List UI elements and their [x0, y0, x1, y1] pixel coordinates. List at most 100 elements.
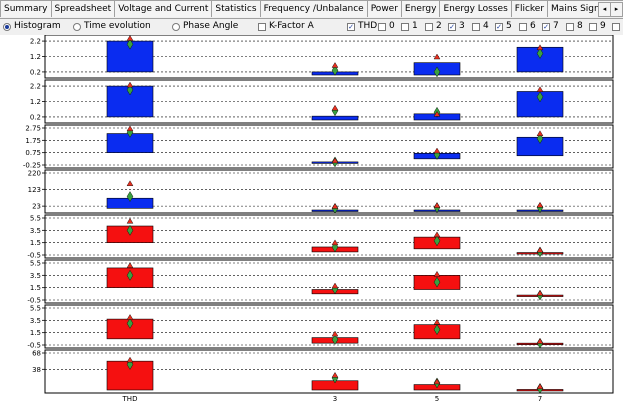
tab-6[interactable]: Energy [400, 0, 441, 17]
checkbox-harmonic-3[interactable]: 2 [425, 20, 442, 33]
mean-marker [126, 191, 134, 202]
max-marker [433, 147, 441, 154]
mean-marker [126, 38, 134, 50]
chart-panel-7: 68 38 [32, 349, 614, 394]
checkbox-harmonic-4[interactable]: ✓ 3 [448, 20, 465, 33]
checkbox-icon[interactable] [612, 22, 620, 31]
max-marker [126, 81, 134, 88]
tab-7[interactable]: Energy Losses [439, 0, 512, 17]
checkbox-label: 5 [506, 21, 512, 31]
y-tick-label: 0.75 [25, 149, 41, 157]
max-marker [331, 104, 339, 111]
checkbox-harmonic-7[interactable]: 6 [519, 20, 536, 33]
histogram-plot-area: 2.2 1.2 0.2 2.2 1.2 0.2 2.75 1.75 0.75 -0.25 220 12… [0, 35, 623, 418]
checkbox-harmonic-6[interactable]: ✓ 5 [495, 20, 512, 33]
mean-marker [331, 334, 339, 345]
chart-panel-1: 2.2 1.2 0.2 [30, 79, 614, 124]
max-marker [126, 217, 134, 224]
max-marker [331, 62, 339, 68]
max-marker [433, 378, 441, 385]
checkbox-harmonic-5[interactable]: 4 [472, 20, 489, 33]
max-marker [126, 125, 134, 132]
checkbox-icon[interactable] [472, 22, 480, 31]
tab-4[interactable]: Frequency /Unbalance [259, 0, 368, 17]
radio-button-icon[interactable] [73, 22, 81, 31]
max-marker [433, 53, 441, 60]
mean-marker [126, 318, 134, 329]
max-marker [126, 262, 134, 268]
radio-button-icon[interactable] [3, 22, 11, 31]
max-marker [433, 319, 441, 325]
mean-marker [433, 66, 441, 78]
checkbox-harmonic-2[interactable]: 1 [401, 20, 418, 33]
y-tick-label: -0.5 [27, 297, 41, 305]
y-tick-label: 1.5 [30, 239, 41, 247]
max-marker [126, 314, 134, 320]
y-tick-label: 3.5 [30, 272, 41, 280]
tab-5[interactable]: Power [366, 0, 402, 17]
y-tick-label: 2.2 [30, 83, 41, 91]
checkbox-icon[interactable] [425, 22, 433, 31]
tab-3[interactable]: Statistics [211, 0, 261, 17]
y-tick-label: 2.75 [25, 125, 41, 133]
y-tick-label: -0.5 [27, 252, 41, 260]
max-marker [433, 231, 441, 238]
mean-marker [126, 84, 134, 96]
max-marker [536, 290, 544, 296]
radio-label: Phase Angle [183, 21, 239, 31]
checkbox-icon[interactable]: ✓ [542, 22, 550, 31]
checkbox-icon[interactable] [589, 22, 597, 31]
checkbox-harmonic-8[interactable]: ✓ 7 [542, 20, 559, 33]
checkbox-icon[interactable]: ✓ [495, 22, 503, 31]
radio-phase-angle[interactable]: Phase Angle [172, 20, 238, 33]
checkbox-label: K-Factor A [269, 21, 314, 31]
y-tick-label: 0.2 [30, 113, 41, 121]
y-tick-label: 220 [28, 170, 41, 178]
scroll-right-icon[interactable]: ▸ [610, 2, 623, 17]
mean-marker [433, 235, 441, 247]
checkbox-icon[interactable] [519, 22, 527, 31]
checkbox-label: 4 [483, 21, 489, 31]
radio-time-evolution[interactable]: Time evolution [73, 20, 151, 33]
max-marker [126, 180, 134, 186]
y-tick-label: 5.5 [30, 215, 41, 223]
tab-2[interactable]: Voltage and Current [114, 0, 213, 17]
tab-0[interactable]: Summary [0, 0, 52, 17]
checkbox-harmonic-10[interactable]: 9 [589, 20, 606, 33]
chart-panel-3: 220 123 23 [28, 169, 614, 214]
bar-3 [311, 115, 359, 121]
max-marker [536, 44, 544, 50]
radio-histogram[interactable]: Histogram [3, 20, 61, 33]
max-marker [331, 239, 339, 246]
checkbox-k-factor[interactable]: K-Factor A [258, 20, 314, 33]
checkbox-icon[interactable] [401, 22, 409, 31]
checkbox-harmonic-9[interactable]: 8 [566, 20, 583, 33]
max-marker [331, 157, 339, 164]
tab-strip: Summary Spreadsheet Voltage and Current Sta… [0, 0, 623, 19]
checkbox-label: 2 [436, 21, 442, 31]
checkbox-icon[interactable] [258, 22, 266, 31]
checkbox-label: 7 [553, 21, 559, 31]
checkbox-icon[interactable] [566, 22, 574, 31]
checkbox-harmonic-0[interactable]: ✓ THD [347, 20, 377, 33]
tab-8[interactable]: Flicker [510, 0, 549, 17]
tab-1[interactable]: Spreadsheet [50, 0, 116, 17]
x-tick-label: 5 [435, 395, 439, 403]
checkbox-icon[interactable] [378, 22, 386, 31]
checkbox-label: 9 [600, 21, 606, 31]
checkbox-label: 0 [389, 21, 395, 31]
max-marker [331, 203, 339, 209]
mean-marker [126, 269, 134, 281]
y-tick-label: 1.75 [25, 137, 41, 145]
max-marker [536, 86, 544, 92]
chart-panel-5: 5.5 3.5 1.5 -0.5 [27, 259, 614, 305]
checkbox-icon[interactable]: ✓ [448, 22, 456, 31]
radio-button-icon[interactable] [172, 22, 180, 31]
max-marker [536, 338, 544, 344]
max-marker [331, 372, 339, 378]
checkbox-harmonic-11[interactable]: 1 [612, 20, 623, 33]
y-tick-label: 3.5 [30, 227, 41, 235]
checkbox-harmonic-1[interactable]: 0 [378, 20, 395, 33]
checkbox-icon[interactable]: ✓ [347, 22, 355, 31]
